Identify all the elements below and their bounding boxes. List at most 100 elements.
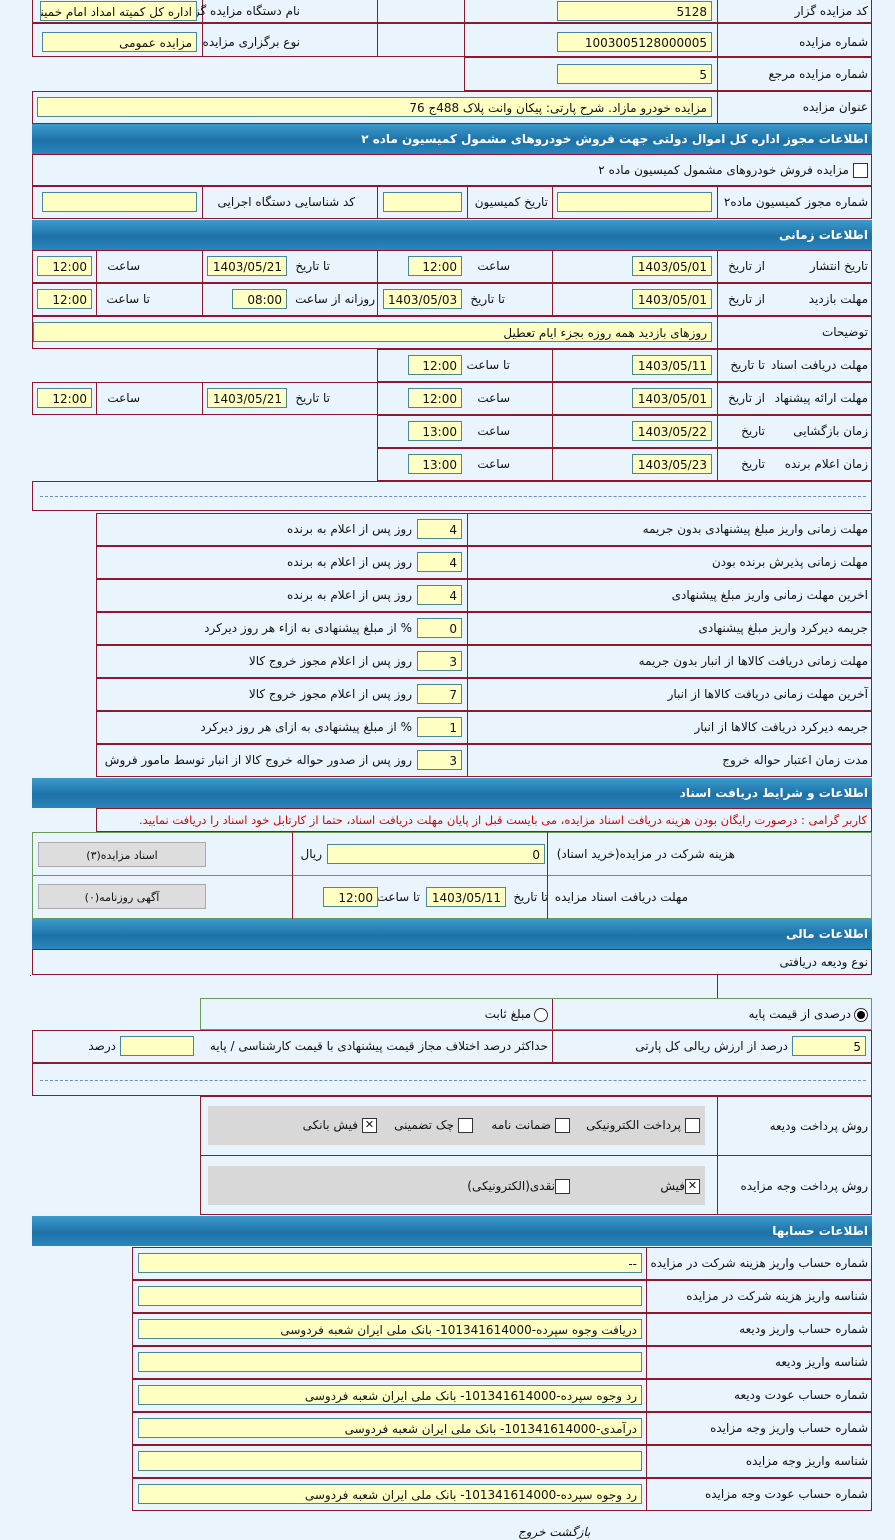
checkbox[interactable] xyxy=(853,163,868,178)
cell-border xyxy=(32,283,872,316)
cell-divider xyxy=(96,283,97,316)
timing-caption: تا تاریخ xyxy=(295,259,330,273)
commission-date-field[interactable] xyxy=(383,192,462,212)
time-field[interactable]: 12:00 xyxy=(37,289,92,309)
deposit-method-option[interactable]: پرداخت الکترونیکی xyxy=(586,1115,700,1135)
max-diff-field[interactable] xyxy=(120,1036,194,1056)
date-field[interactable]: 1403/05/03 xyxy=(383,289,462,309)
deadline-value-field[interactable]: 0 xyxy=(417,618,462,638)
checkbox[interactable] xyxy=(458,1118,473,1133)
date-field[interactable]: 1403/05/01 xyxy=(632,289,712,309)
deposit-method-option[interactable]: چک تضمینی xyxy=(394,1115,473,1135)
deposit-method-option[interactable]: ضمانت نامه xyxy=(491,1115,570,1135)
checkbox-label: مزایده فروش خودروهای مشمول کمیسیون ماده … xyxy=(598,163,849,177)
cell-divider xyxy=(717,283,718,316)
date-field[interactable]: 1403/05/23 xyxy=(632,454,712,474)
back-exit-link[interactable]: بازگشت خروج xyxy=(518,1525,591,1539)
time-field[interactable]: 12:00 xyxy=(37,256,92,276)
date-field[interactable]: 1403/05/11 xyxy=(632,355,712,375)
checkbox[interactable] xyxy=(685,1118,700,1133)
account-field[interactable]: رد وجوه سپرده-101341614000- بانک ملی ایر… xyxy=(138,1385,642,1405)
account-field[interactable]: رد وجوه سپرده-101341614000- بانک ملی ایر… xyxy=(138,1484,642,1504)
auction-title-field[interactable]: مزایده خودرو مازاد. شرح پارتی: پیکان وان… xyxy=(37,97,712,117)
time-field[interactable]: 12:00 xyxy=(408,388,462,408)
radio-button[interactable] xyxy=(534,1007,548,1022)
deadline-value-field[interactable]: 3 xyxy=(417,651,462,671)
cell-border xyxy=(32,154,872,186)
field-label: مهلت دریافت اسناد مزایده xyxy=(554,890,688,904)
cell-divider xyxy=(717,0,718,90)
radio-button[interactable] xyxy=(854,1007,868,1022)
date-field[interactable]: 1403/05/21 xyxy=(207,388,287,408)
documents-button[interactable]: اسناد مزایده(۳) xyxy=(38,842,206,867)
account-field[interactable]: درآمدی-101341614000- بانک ملی ایران شعبه… xyxy=(138,1418,642,1438)
auctioneer-name-field[interactable]: اداره کل کمیته امداد امام خمینی xyxy=(40,1,197,21)
reference-number-field[interactable]: 5 xyxy=(557,64,712,84)
deposit-method-option[interactable]: ✕ فیش بانکی xyxy=(303,1115,377,1135)
documents-deadline-date[interactable]: 1403/05/11 xyxy=(426,887,506,907)
date-field[interactable]: 1403/05/21 xyxy=(207,256,287,276)
account-field[interactable] xyxy=(138,1352,642,1372)
cell-divider xyxy=(552,186,553,219)
cell-border xyxy=(32,481,872,511)
timing-caption: تا تاریخ xyxy=(295,391,330,405)
date-field[interactable]: 1403/05/01 xyxy=(632,256,712,276)
documents-deadline-time[interactable]: 12:00 xyxy=(323,887,378,907)
time-field[interactable]: 12:00 xyxy=(37,388,92,408)
commission-permit-field[interactable] xyxy=(557,192,712,212)
deadline-value-field[interactable]: 7 xyxy=(417,684,462,704)
deadline-unit: % از مبلغ پیشنهادی به ازای هر روز دیرکرد xyxy=(200,720,412,734)
deadline-value-field[interactable]: 1 xyxy=(417,717,462,737)
account-field[interactable] xyxy=(138,1451,642,1471)
deadline-value-field[interactable]: 4 xyxy=(417,519,462,539)
deadline-value-field[interactable]: 3 xyxy=(417,750,462,770)
account-field[interactable]: دریافت وجوه سپرده-101341614000- بانک ملی… xyxy=(138,1319,642,1339)
time-field[interactable]: 13:00 xyxy=(408,421,462,441)
time-field[interactable]: 12:00 xyxy=(408,256,462,276)
cell-border xyxy=(32,23,872,57)
cell-divider xyxy=(467,744,468,777)
checkbox[interactable]: ✕ xyxy=(362,1118,377,1133)
time-field[interactable]: 12:00 xyxy=(408,355,462,375)
deposit-percent-field[interactable]: 5 xyxy=(792,1036,866,1056)
auction-number-field[interactable]: 1003005128000005 xyxy=(557,32,712,52)
newspaper-ads-button[interactable]: آگهی روزنامه(۰) xyxy=(38,884,206,909)
checkbox[interactable]: ✕ xyxy=(685,1179,700,1194)
accounts-header: اطلاعات حسابها xyxy=(32,1216,872,1246)
date-field[interactable]: 1403/05/22 xyxy=(632,421,712,441)
commission-checkbox-row[interactable]: مزایده فروش خودروهای مشمول کمیسیون ماده … xyxy=(598,160,868,180)
time-field[interactable]: 13:00 xyxy=(408,454,462,474)
commission-header: اطلاعات مجوز اداره کل اموال دولتی جهت فر… xyxy=(32,124,872,154)
auctioneer-code-field[interactable]: 5128 xyxy=(557,1,712,21)
radio-fixed[interactable]: مبلغ ثابت xyxy=(485,1004,548,1024)
payment-method-option[interactable]: ✕فیش xyxy=(660,1176,700,1196)
checkbox[interactable] xyxy=(555,1118,570,1133)
timing-row-label: تاریخ انتشار xyxy=(809,259,868,273)
radio-label: درصدی از قیمت پایه xyxy=(748,1007,851,1021)
cell-border xyxy=(200,1155,872,1215)
deadline-value-field[interactable]: 4 xyxy=(417,585,462,605)
time-field[interactable]: 08:00 xyxy=(232,289,287,309)
deadline-value-field[interactable]: 4 xyxy=(417,552,462,572)
checkbox[interactable] xyxy=(555,1179,570,1194)
visit-notes-field[interactable]: روزهای بازدید همه روزه بجزء ایام تعطیل xyxy=(33,322,712,342)
executive-code-field[interactable] xyxy=(42,192,197,212)
date-field[interactable]: 1403/05/01 xyxy=(632,388,712,408)
radio-percent[interactable]: درصدی از قیمت پایه xyxy=(749,1004,868,1024)
cell-border xyxy=(200,998,872,1030)
account-label: شماره حساب واریز وجه مزایده xyxy=(710,1421,868,1435)
account-label: شماره حساب واریز ودیعه xyxy=(739,1322,868,1336)
dashed-divider xyxy=(40,496,866,497)
cell-divider xyxy=(96,250,97,283)
timing-caption: تا ساعت xyxy=(106,292,150,306)
deadline-label: اخرین مهلت زمانی واریز مبلغ پیشنهادی xyxy=(671,588,868,602)
cell-border xyxy=(377,448,872,481)
document-fee-field[interactable]: 0 xyxy=(327,844,545,864)
field-label: توضیحات xyxy=(821,325,868,339)
cell-divider xyxy=(552,448,553,481)
cell-border xyxy=(96,645,872,678)
account-field[interactable] xyxy=(138,1286,642,1306)
payment-method-option[interactable]: نقدی(الکترونیکی) xyxy=(467,1176,570,1196)
auction-type-field[interactable]: مزایده عمومی xyxy=(42,32,197,52)
account-field[interactable]: -- xyxy=(138,1253,642,1273)
